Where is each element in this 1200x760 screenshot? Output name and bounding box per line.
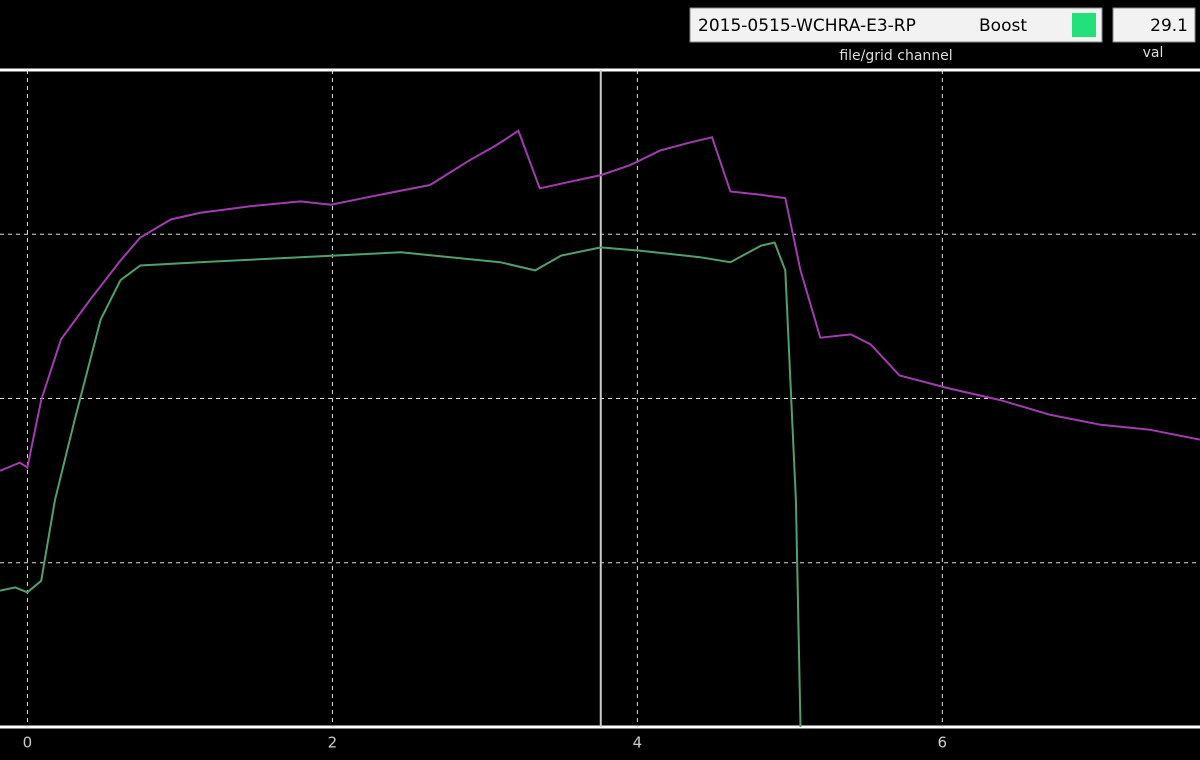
channel-name: Boost — [979, 16, 1027, 36]
x-tick-label: 6 — [938, 734, 948, 752]
value: 29.1 — [1150, 16, 1188, 36]
file-label: file/grid channel — [839, 48, 952, 64]
file-box[interactable] — [689, 7, 1103, 43]
file-name: 2015-0515-WCHRA-E3-RP — [698, 16, 916, 36]
value-box — [1112, 7, 1196, 43]
x-tick-label: 4 — [633, 734, 643, 752]
x-tick-label: 2 — [328, 734, 338, 752]
series-line — [0, 241, 802, 728]
x-tick-label: 0 — [23, 734, 33, 752]
channel-swatch — [1072, 13, 1096, 37]
series-line — [0, 129, 1200, 472]
value-label: val — [1143, 45, 1164, 61]
